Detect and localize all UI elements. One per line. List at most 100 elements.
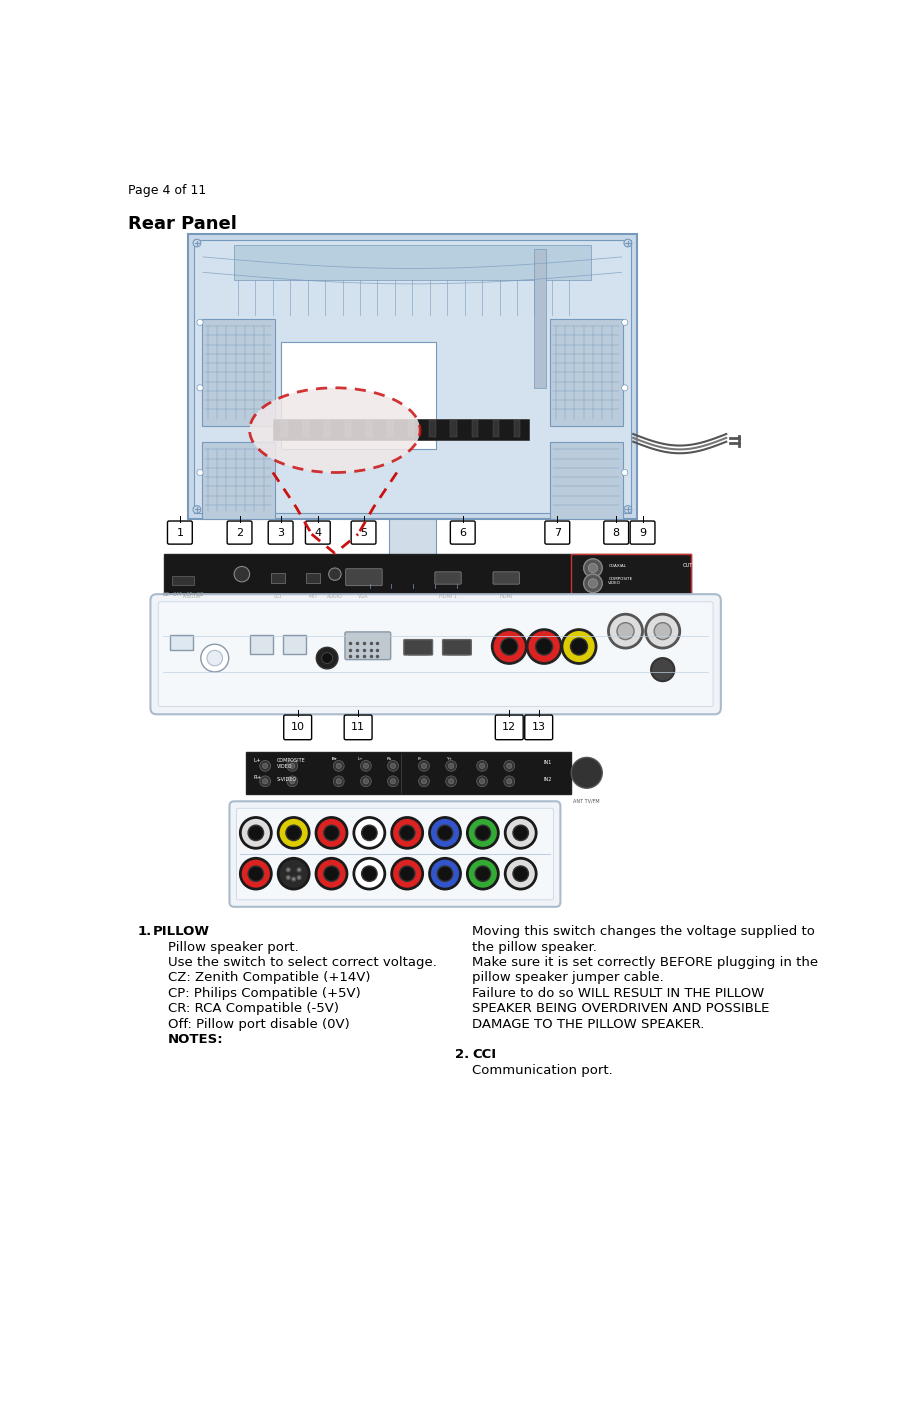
Bar [344, 419, 351, 438]
FancyBboxPatch shape [150, 593, 720, 714]
Circle shape [286, 825, 301, 840]
Text: Moving this switch changes the voltage supplied to: Moving this switch changes the voltage s… [472, 925, 814, 939]
Circle shape [535, 638, 552, 655]
Text: Rear Panel: Rear Panel [128, 215, 237, 233]
Circle shape [197, 470, 203, 476]
Text: Off: Pillow port disable (0V): Off: Pillow port disable (0V) [168, 1017, 350, 1031]
FancyBboxPatch shape [524, 716, 552, 739]
Circle shape [335, 779, 341, 784]
Text: L+: L+ [332, 758, 337, 762]
Circle shape [621, 470, 627, 476]
Circle shape [466, 859, 497, 890]
Text: CZ: Zenith Compatible (+14V): CZ: Zenith Compatible (+14V) [168, 971, 371, 985]
Circle shape [262, 779, 268, 784]
Circle shape [363, 763, 368, 769]
FancyBboxPatch shape [344, 631, 390, 659]
FancyBboxPatch shape [188, 234, 637, 519]
Text: 4: 4 [314, 528, 321, 537]
Circle shape [608, 615, 642, 648]
Text: CZ=OFF+CP+CZ: CZ=OFF+CP+CZ [162, 592, 203, 596]
Text: DAMAGE TO THE PILLOW SPEAKER.: DAMAGE TO THE PILLOW SPEAKER. [472, 1017, 703, 1031]
FancyBboxPatch shape [343, 716, 372, 739]
FancyBboxPatch shape [268, 521, 292, 544]
Circle shape [436, 866, 452, 881]
Circle shape [286, 868, 290, 871]
Circle shape [289, 763, 294, 769]
Text: L+: L+ [253, 758, 261, 763]
Bar [429, 419, 435, 438]
Circle shape [479, 779, 485, 784]
Circle shape [448, 779, 454, 784]
Circle shape [583, 574, 601, 592]
Circle shape [506, 779, 511, 784]
Text: 6: 6 [459, 528, 466, 537]
Circle shape [390, 763, 395, 769]
Bar [271, 572, 285, 584]
Text: S-VIDEO: S-VIDEO [276, 777, 297, 781]
FancyBboxPatch shape [305, 521, 330, 544]
Circle shape [421, 763, 426, 769]
Circle shape [323, 825, 339, 840]
Text: R+: R+ [332, 758, 338, 762]
Text: PILLOW: PILLOW [152, 925, 210, 939]
FancyBboxPatch shape [363, 558, 476, 591]
Circle shape [289, 779, 294, 784]
Circle shape [287, 760, 297, 772]
Text: R+: R+ [253, 774, 261, 780]
Circle shape [193, 505, 200, 513]
Text: NOTES:: NOTES: [168, 1033, 223, 1047]
Text: Pb: Pb [386, 758, 391, 762]
Bar [234, 246, 590, 281]
Circle shape [292, 877, 295, 881]
Circle shape [500, 638, 517, 655]
Circle shape [506, 763, 511, 769]
Bar [282, 636, 306, 654]
FancyBboxPatch shape [158, 602, 712, 707]
Circle shape [363, 779, 368, 784]
FancyBboxPatch shape [544, 521, 569, 544]
Circle shape [353, 818, 384, 849]
Circle shape [621, 384, 627, 391]
Circle shape [621, 320, 627, 325]
FancyBboxPatch shape [435, 572, 461, 584]
Text: 2: 2 [236, 528, 243, 537]
Bar [201, 442, 275, 519]
Circle shape [353, 859, 384, 890]
Circle shape [445, 760, 456, 772]
Bar [306, 572, 320, 584]
Circle shape [476, 760, 487, 772]
Circle shape [361, 866, 376, 881]
Circle shape [479, 763, 485, 769]
Circle shape [617, 623, 633, 640]
Circle shape [505, 859, 536, 890]
Bar [323, 419, 330, 438]
Circle shape [445, 776, 456, 787]
Circle shape [527, 630, 560, 664]
FancyBboxPatch shape [404, 640, 432, 655]
Circle shape [390, 779, 395, 784]
FancyBboxPatch shape [345, 568, 382, 585]
Circle shape [475, 825, 490, 840]
Circle shape [418, 760, 429, 772]
Circle shape [387, 760, 398, 772]
Circle shape [391, 859, 422, 890]
Circle shape [333, 760, 343, 772]
Bar [250, 636, 272, 654]
Text: Pr: Pr [417, 758, 422, 762]
Circle shape [197, 384, 203, 391]
Circle shape [391, 818, 422, 849]
Circle shape [448, 763, 454, 769]
FancyBboxPatch shape [283, 716, 312, 739]
Text: 5: 5 [360, 528, 366, 537]
Circle shape [653, 623, 670, 640]
Bar [570, 554, 691, 593]
Text: 3: 3 [277, 528, 284, 537]
Text: IN1: IN1 [543, 759, 551, 765]
FancyBboxPatch shape [351, 521, 375, 544]
Text: IN2: IN2 [543, 777, 551, 781]
Text: COMPOSITE
VIDEO: COMPOSITE VIDEO [608, 577, 632, 585]
Circle shape [475, 866, 490, 881]
FancyBboxPatch shape [227, 521, 251, 544]
Text: MTI: MTI [309, 593, 317, 599]
Text: 7: 7 [553, 528, 560, 537]
